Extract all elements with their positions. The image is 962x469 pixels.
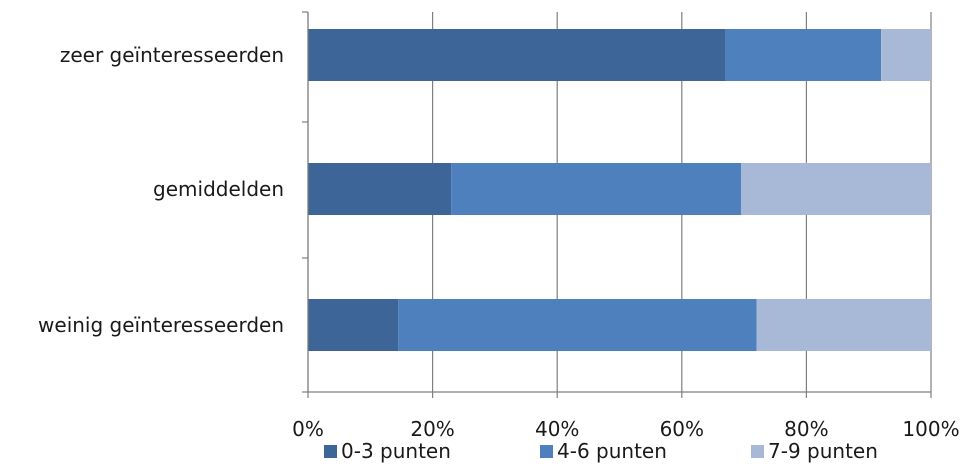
axis-labels: 0% 20% 40% 60% 80% 100% zeer geïnteresseerden g… [38, 43, 960, 441]
legend-label: 0-3 punten [341, 439, 451, 463]
bar-segment-2 [725, 29, 882, 81]
x-tick-label: 0% [292, 417, 324, 441]
legend-swatch [324, 445, 337, 458]
x-tick-label: 40% [535, 417, 579, 441]
bar-segment-1 [308, 299, 399, 351]
legend-label: 7-9 punten [768, 439, 878, 463]
x-tick-label: 60% [660, 417, 704, 441]
bar-segment-3 [740, 163, 931, 215]
bar-segment-2 [398, 299, 757, 351]
legend-label: 4-6 punten [557, 439, 667, 463]
category-label: gemiddelden [153, 177, 284, 201]
category-label: zeer geïnteresseerden [60, 43, 284, 67]
x-tick-label: 20% [410, 417, 454, 441]
legend-swatch [751, 445, 764, 458]
x-tick-label: 80% [784, 417, 828, 441]
legend: 0-3 punten 4-6 punten 7-9 punten [324, 439, 878, 463]
legend-swatch [540, 445, 553, 458]
bar-segment-3 [881, 29, 931, 81]
bar-segment-1 [308, 29, 726, 81]
bars [308, 29, 931, 351]
category-label: weinig geïnteresseerden [38, 313, 284, 337]
axes [302, 11, 931, 393]
bar-segment-2 [451, 163, 741, 215]
bar-segment-3 [756, 299, 931, 351]
bar-segment-1 [308, 163, 452, 215]
x-tick-label: 100% [902, 417, 959, 441]
